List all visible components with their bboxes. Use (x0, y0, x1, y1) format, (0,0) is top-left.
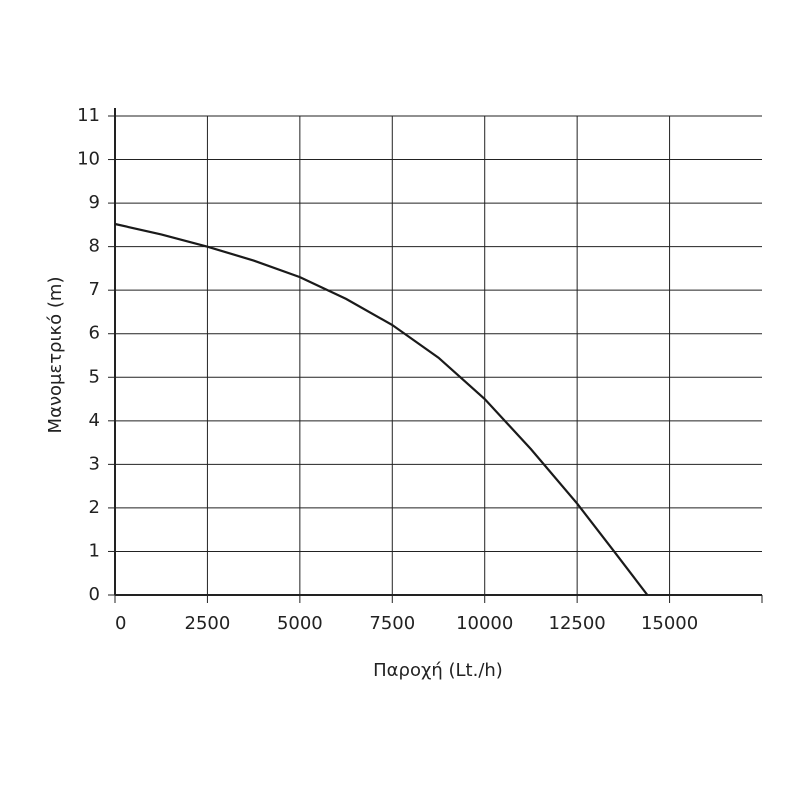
x-tick-label: 7500 (369, 613, 415, 634)
x-tick-label: 2500 (185, 613, 231, 634)
y-tick-label: 5 (89, 366, 100, 387)
x-tick-label: 5000 (277, 613, 323, 634)
y-tick-label: 0 (89, 584, 100, 605)
y-tick-label: 8 (89, 236, 100, 257)
y-axis-label: Μανομετρικό (m) (45, 277, 66, 434)
x-tick-label: 12500 (549, 613, 606, 634)
y-tick-label: 9 (89, 192, 100, 213)
x-tick-label: 0 (115, 613, 126, 634)
y-tick-label: 10 (77, 149, 100, 170)
y-tick-label: 4 (89, 410, 100, 431)
y-tick-label: 11 (77, 105, 100, 126)
y-tick-label: 6 (89, 323, 100, 344)
y-tick-label: 2 (89, 497, 100, 518)
x-tick-label: 10000 (456, 613, 513, 634)
y-tick-label: 3 (89, 453, 100, 474)
x-axis-label: Παροχή (Lt./h) (373, 660, 503, 681)
curve (114, 222, 649, 596)
y-tick-label: 7 (89, 279, 100, 300)
x-tick-label: 15000 (641, 613, 698, 634)
y-tick-label: 1 (89, 540, 100, 561)
